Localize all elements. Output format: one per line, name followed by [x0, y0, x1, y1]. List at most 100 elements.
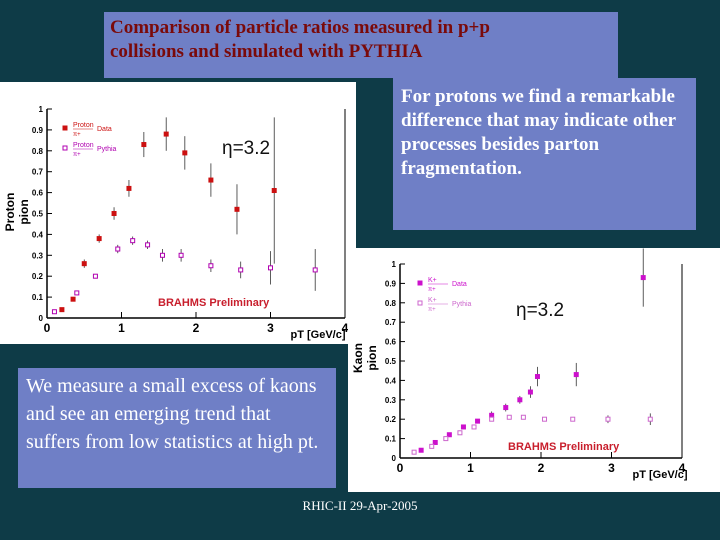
data-point	[517, 397, 523, 403]
x-tick-label: 3	[267, 321, 274, 335]
data-point	[59, 307, 65, 313]
y-tick-label: 1	[39, 105, 44, 114]
kaon-pion-chart-panel: 0 1 2 3 4 0 0.1 0.2 0.3 0.4 0.5 0.6 0.7 0.8 0.9 1 Kaon pi…	[348, 248, 720, 492]
slide-title: Comparison of particle ratios measured i…	[104, 12, 618, 78]
data-point	[178, 252, 184, 258]
data-point	[268, 265, 273, 271]
data-point	[503, 405, 509, 411]
x-axis-label: pT [GeV/c]	[290, 329, 345, 341]
data-point	[432, 439, 438, 445]
legend-marker	[417, 280, 423, 286]
data-point	[92, 273, 98, 279]
y-tick-label: 0.4	[385, 376, 397, 385]
data-point	[115, 246, 121, 252]
data-point	[573, 372, 579, 378]
y-tick-label: 0.8	[385, 299, 397, 308]
brahms-preliminary-label: BRAHMS Preliminary	[158, 297, 270, 309]
eta-annotation: η=3.2	[516, 300, 564, 321]
x-tick-label: 1	[118, 321, 125, 335]
legend-series-name: Pythia	[452, 301, 472, 308]
data-point	[51, 309, 57, 315]
data-point	[208, 263, 214, 269]
proton-pion-chart: 0 1 2 3 4 0 0.1 0.2 0.3 0.4 0.5 0.6 0.7 0.8 0.9 1 Proton…	[3, 105, 349, 341]
y-axis-label-bottom: pion	[365, 345, 379, 370]
data-point	[506, 414, 512, 420]
legend-denominator: π+	[428, 307, 436, 313]
y-tick-label: 0.9	[385, 279, 397, 288]
data-point	[208, 177, 214, 183]
y-axis-label-bottom: pion	[17, 199, 31, 224]
data-point	[411, 449, 417, 455]
data-point	[130, 238, 136, 244]
x-tick-label: 0	[397, 461, 404, 475]
data-point	[640, 275, 646, 281]
data-point	[570, 416, 576, 422]
data-point	[457, 430, 463, 436]
y-tick-label: 0.1	[32, 293, 44, 302]
legend-numerator: Proton	[73, 142, 94, 149]
legend-numerator: K+	[428, 277, 437, 284]
data-point	[527, 389, 533, 395]
protons-note: For protons we find a remarkable differe…	[393, 78, 696, 230]
legend-marker	[62, 145, 68, 151]
proton-pion-chart-panel: 0 1 2 3 4 0 0.1 0.2 0.3 0.4 0.5 0.6 0.7 0.8 0.9 1 Proton…	[0, 82, 356, 344]
legend-series-name: Data	[452, 281, 467, 288]
x-tick-label: 0	[44, 321, 51, 335]
y-tick-label: 0	[39, 314, 44, 323]
y-axis-label-top: Kaon	[351, 343, 365, 373]
y-axis-label-top: Proton	[3, 193, 17, 232]
legend-denominator: π+	[428, 287, 436, 293]
data-point	[534, 374, 540, 380]
y-tick-label: 0.3	[385, 396, 397, 405]
y-tick-label: 0.8	[32, 147, 44, 156]
legend-numerator: Proton	[73, 122, 94, 129]
data-point	[81, 261, 87, 267]
y-tick-label: 0.7	[32, 168, 44, 177]
data-point	[111, 211, 117, 216]
y-tick-label: 0	[392, 454, 397, 463]
x-tick-label: 1	[467, 461, 474, 475]
data-point	[312, 267, 318, 273]
data-point	[234, 206, 240, 212]
kaon-pion-chart: 0 1 2 3 4 0 0.1 0.2 0.3 0.4 0.5 0.6 0.7 0.8 0.9 1 Kaon pi…	[351, 248, 688, 481]
data-point	[489, 416, 495, 422]
data-point	[605, 416, 611, 422]
legend-numerator: K+	[428, 297, 437, 304]
kaons-note: We measure a small excess of kaons and s…	[18, 368, 336, 488]
y-tick-label: 1	[392, 260, 397, 269]
data-point	[429, 443, 435, 449]
x-axis-label: pT [GeV/c]	[632, 469, 687, 481]
slide-title-line-1: Comparison of particle ratios measured i…	[110, 17, 490, 38]
y-tick-label: 0.6	[32, 189, 44, 198]
legend-marker	[417, 300, 423, 306]
legend-series-name: Data	[97, 126, 112, 133]
x-tick-label: 2	[193, 321, 200, 335]
data-point	[238, 267, 244, 273]
y-tick-label: 0.2	[32, 272, 44, 281]
data-point	[74, 290, 80, 296]
data-point	[96, 236, 102, 242]
data-point	[70, 296, 76, 302]
y-tick-label: 0.2	[385, 415, 397, 424]
x-tick-label: 2	[538, 461, 545, 475]
x-tick-label: 3	[608, 461, 615, 475]
data-point	[145, 242, 151, 248]
data-point	[141, 142, 147, 148]
data-point	[647, 416, 653, 422]
data-point	[126, 185, 132, 191]
y-tick-label: 0.5	[32, 210, 44, 219]
y-tick-label: 0.5	[385, 357, 397, 366]
legend-denominator: π+	[73, 132, 81, 138]
slide-title-line-2: collisions and simulated with PYTHIA	[110, 41, 423, 62]
y-tick-label: 0.4	[32, 230, 44, 239]
brahms-preliminary-label: BRAHMS Preliminary	[508, 441, 620, 453]
data-point	[475, 418, 481, 424]
y-tick-label: 0.9	[32, 126, 44, 135]
data-point	[159, 252, 165, 258]
y-tick-label: 0.1	[385, 435, 397, 444]
data-point	[460, 424, 466, 430]
y-tick-label: 0.3	[32, 251, 44, 260]
x-tick-label: 4	[342, 321, 349, 335]
data-point	[446, 432, 452, 438]
eta-annotation: η=3.2	[222, 138, 270, 159]
